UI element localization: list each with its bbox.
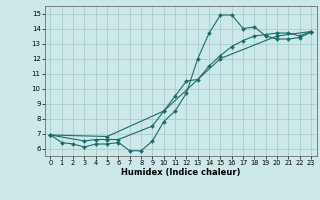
X-axis label: Humidex (Indice chaleur): Humidex (Indice chaleur) — [121, 168, 241, 177]
